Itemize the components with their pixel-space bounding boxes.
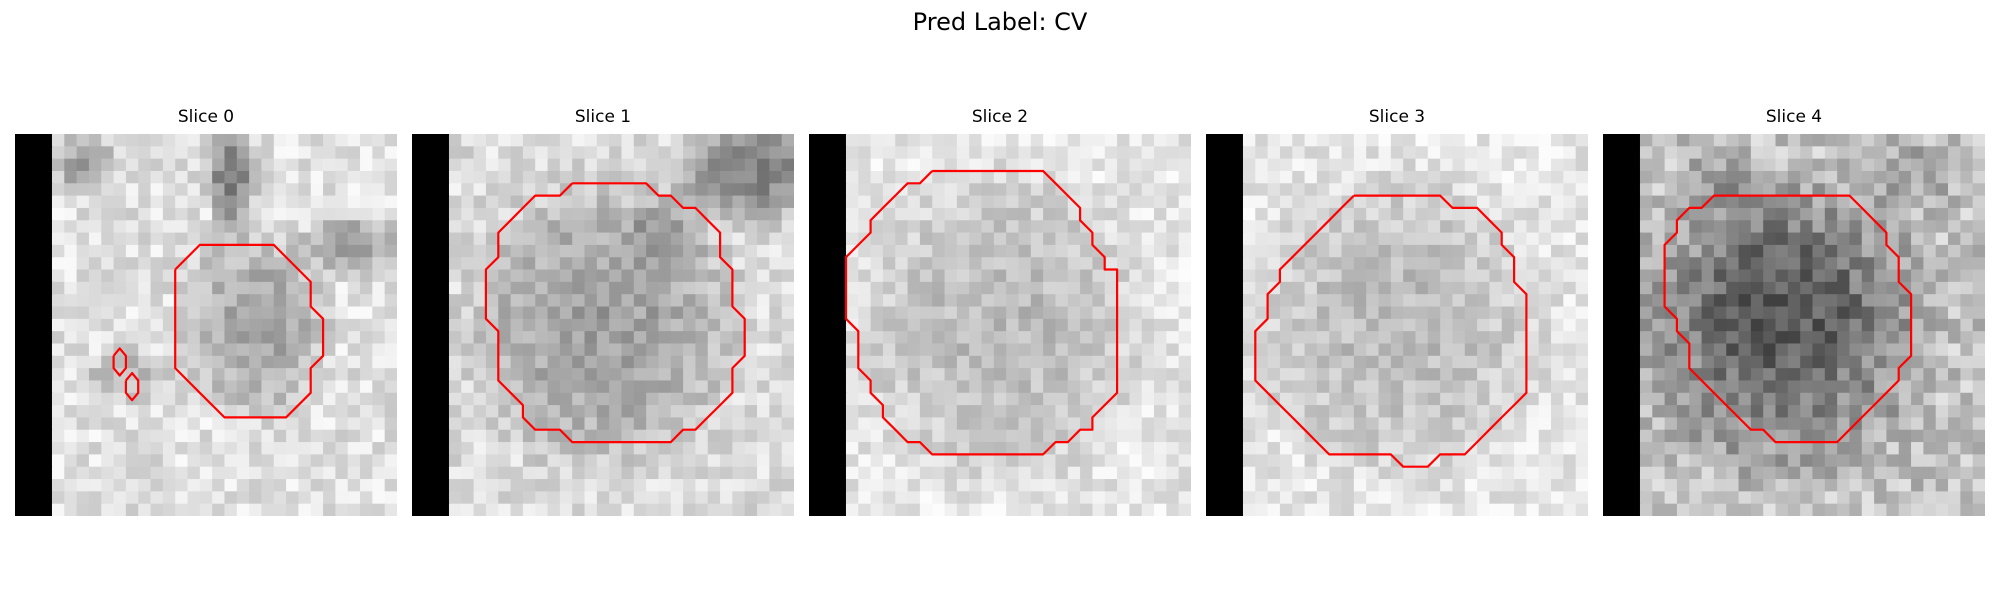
segmentation-contour (124, 372, 140, 402)
slice-title: Slice 4 (1765, 107, 1823, 127)
slice-title: Slice 0 (177, 107, 235, 127)
slice-title: Slice 3 (1368, 107, 1426, 127)
slice-image (1603, 134, 1985, 516)
slice-pixels (1206, 134, 1588, 516)
segmentation-contour (844, 169, 1119, 456)
segmentation-contour (174, 243, 325, 419)
slice-image (1206, 134, 1588, 516)
slice-image (809, 134, 1191, 516)
segmentation-contour (1254, 194, 1528, 468)
figure-title: Pred Label: CV (912, 8, 1088, 36)
slice-image (412, 134, 794, 516)
segmentation-contour (112, 347, 128, 377)
slice-title: Slice 2 (971, 107, 1029, 127)
slice-image (15, 134, 397, 516)
slice-pixels (412, 134, 794, 516)
slice-pixels (1603, 134, 1985, 516)
slice-pixels (809, 134, 1191, 516)
segmentation-contour (1663, 194, 1913, 444)
slice-title: Slice 1 (574, 107, 632, 127)
slice-pixels (15, 134, 397, 516)
segmentation-contour (484, 182, 746, 444)
